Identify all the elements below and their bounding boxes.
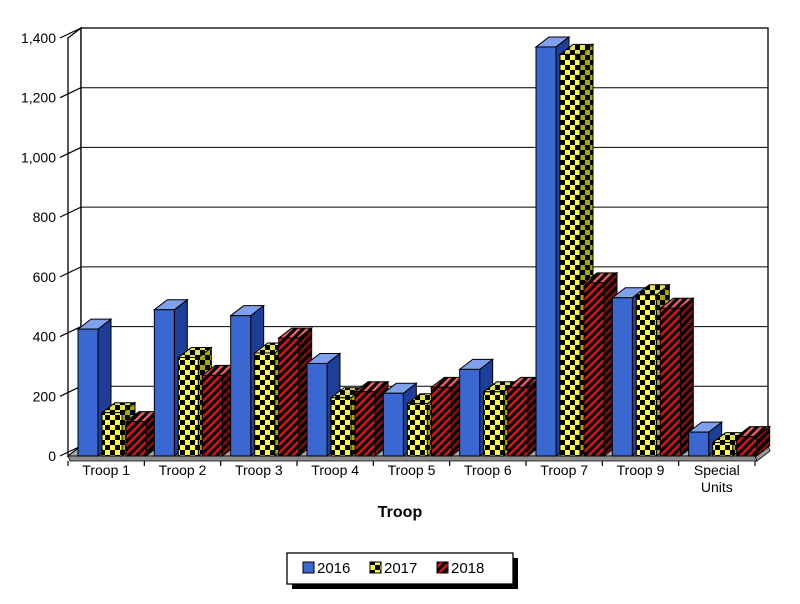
y-tick — [59, 266, 82, 278]
y-axis-label: 200 — [33, 388, 57, 404]
bar-front-face — [611, 297, 633, 457]
x-axis-label: Troop 4 — [311, 462, 359, 478]
x-axis-label: Troop 9 — [617, 462, 665, 478]
bar-front-face — [559, 53, 581, 457]
y-axis-label: 400 — [33, 329, 57, 345]
bar-front-face — [430, 386, 452, 457]
bar-front-face — [382, 392, 404, 457]
legend-label-2016: 2016 — [317, 560, 350, 577]
bar-front-face — [278, 337, 300, 457]
bar-front-face — [406, 403, 428, 457]
x-axis-label: Units — [701, 479, 733, 495]
bar-front-face — [736, 436, 758, 457]
bar-front-face — [125, 421, 147, 457]
x-axis-label: Troop 3 — [235, 462, 283, 478]
y-axis-labels: 0 200 400 600 800 1,000 1,200 1,400 — [21, 30, 56, 464]
y-axis-label: 1,400 — [21, 30, 56, 46]
x-axis-label: Troop 2 — [159, 462, 207, 478]
y-tick — [59, 146, 82, 158]
x-axis-label: Troop 6 — [464, 462, 512, 478]
bars-group — [76, 35, 772, 458]
x-axis-label: Troop 7 — [540, 462, 588, 478]
x-axis-title: Troop — [378, 504, 423, 521]
floor-front-face — [67, 455, 758, 462]
bar-front-face — [330, 397, 352, 457]
y-axis-label: 1,200 — [21, 90, 56, 106]
bar-front-face — [688, 431, 710, 457]
legend-swatch-2016 — [302, 561, 315, 574]
bar-2016-Troop 1[interactable] — [76, 318, 113, 458]
bar-front-face — [635, 294, 657, 457]
bar-front-face — [483, 391, 505, 457]
bar-2018-Special Units[interactable] — [735, 425, 772, 458]
x-axis-label: Troop 1 — [82, 462, 130, 478]
legend[interactable]: 2016 2017 2018 — [286, 552, 518, 589]
bar-front-face — [459, 368, 481, 457]
bar-front-face — [354, 391, 376, 457]
y-tick — [59, 27, 82, 39]
y-tick — [59, 206, 82, 218]
x-axis-labels: Troop 1 Troop 2 Troop 3 Troop 4 Troop 5 Troop… — [82, 462, 739, 495]
legend-label-2017: 2017 — [384, 560, 417, 577]
bar-front-face — [101, 412, 123, 457]
bar-front-face — [77, 328, 99, 457]
bar-front-face — [583, 282, 605, 457]
legend-swatch-2018 — [436, 561, 449, 574]
x-axis-label: Special — [694, 462, 740, 478]
y-tick — [59, 326, 82, 338]
bar-front-face — [153, 309, 175, 457]
y-axis-label: 800 — [33, 209, 57, 225]
x-axis-label: Troop 5 — [388, 462, 436, 478]
bar-front-face — [230, 315, 252, 457]
y-axis-label: 0 — [48, 448, 56, 464]
bar-front-face — [535, 46, 557, 457]
y-tick — [59, 87, 82, 99]
legend-box — [286, 552, 514, 585]
bar-front-face — [306, 362, 328, 457]
legend-label-2018: 2018 — [451, 560, 484, 577]
bar-front-face — [254, 352, 276, 457]
bar-front-face — [712, 442, 734, 457]
bar-front-face — [201, 374, 223, 457]
bar-front-face — [177, 356, 199, 457]
y-axis-label: 600 — [33, 269, 57, 285]
bar-front-face — [507, 386, 529, 457]
bar-front-face — [659, 307, 681, 457]
y-axis-label: 1,000 — [21, 149, 56, 165]
legend-swatch-2017 — [369, 561, 382, 574]
